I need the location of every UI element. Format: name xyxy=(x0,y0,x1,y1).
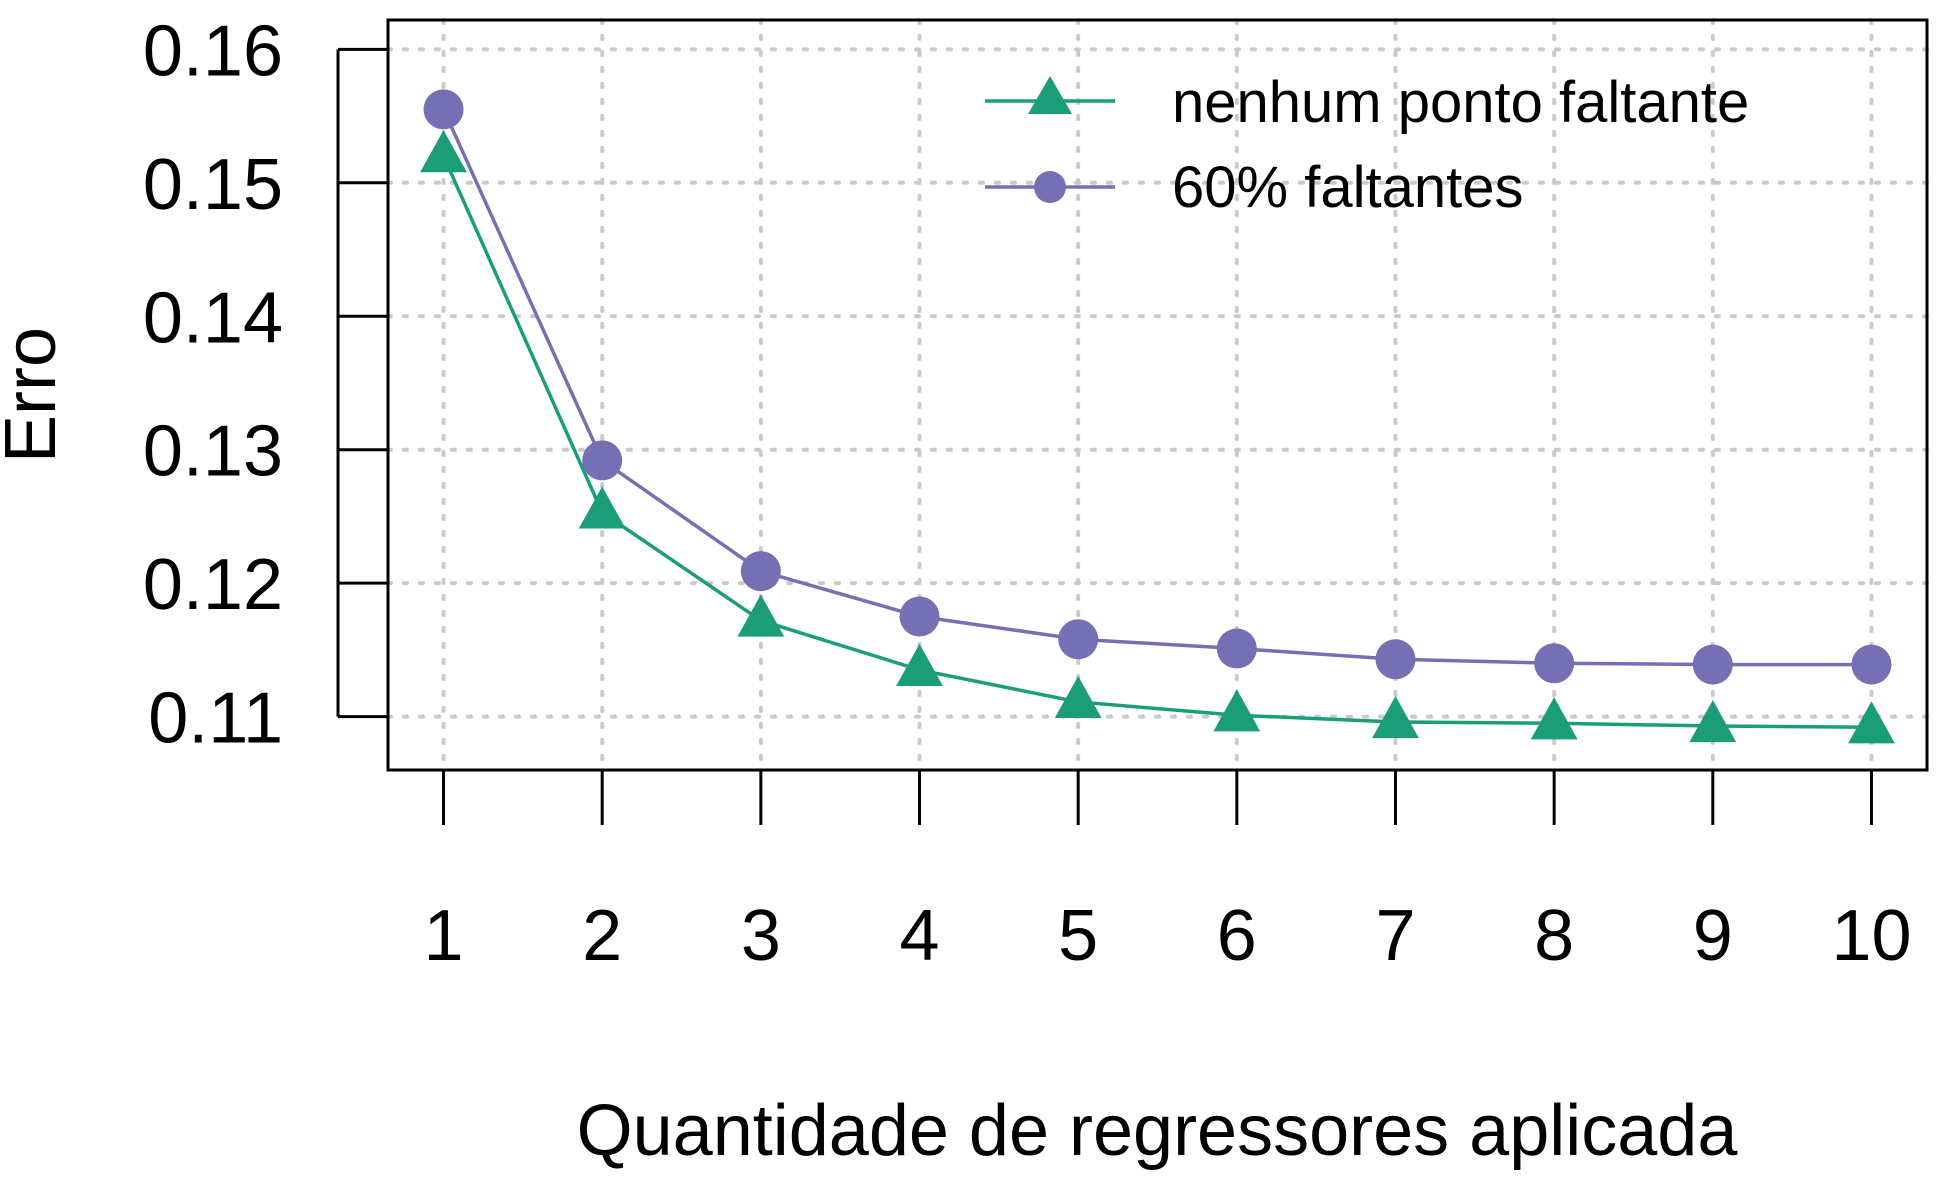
x-tick-label-2: 2 xyxy=(582,896,622,976)
y-tick-label-1: 0.11 xyxy=(148,679,283,759)
legend-label-series-2: 60% faltantes xyxy=(1172,155,1523,220)
x-tick-label-9: 9 xyxy=(1693,896,1733,976)
series-2-point-9 xyxy=(1692,644,1733,685)
series-1-point-9 xyxy=(1689,699,1737,743)
series-2-point-5 xyxy=(1058,619,1099,660)
series-1-point-2 xyxy=(578,486,626,529)
x-tick-label-4: 4 xyxy=(899,896,939,976)
plot-frame xyxy=(386,18,1929,772)
legend: nenhum ponto faltante 60% faltantes xyxy=(985,70,1749,220)
series-2-point-1 xyxy=(423,89,464,130)
x-tick-label-10: 10 xyxy=(1831,896,1911,976)
x-tick-label-7: 7 xyxy=(1375,896,1415,976)
series-1-point-3 xyxy=(737,594,785,637)
y-tick-label-5: 0.15 xyxy=(143,145,283,225)
legend-marker-circle xyxy=(1034,171,1066,203)
x-tick-label-6: 6 xyxy=(1217,896,1257,976)
legend-marker-triangle xyxy=(1028,76,1072,114)
series-2-point-2 xyxy=(582,440,623,481)
series-2-point-7 xyxy=(1375,639,1416,680)
x-tick-label-5: 5 xyxy=(1058,896,1098,976)
series-group xyxy=(420,89,1895,744)
series-1-point-6 xyxy=(1213,689,1261,732)
x-tick-label-3: 3 xyxy=(741,896,781,976)
series-1-point-10 xyxy=(1848,701,1895,744)
legend-label-series-1: nenhum ponto faltante xyxy=(1172,70,1749,135)
series-2-point-8 xyxy=(1534,643,1575,684)
y-axis-label: Erro xyxy=(0,327,71,463)
series-1-point-5 xyxy=(1054,675,1102,719)
series-1-point-1 xyxy=(420,130,467,173)
y-tick-label-6: 0.16 xyxy=(143,11,283,91)
series-2-point-6 xyxy=(1216,628,1257,669)
x-axis: 1 2 3 4 5 6 7 8 9 10 xyxy=(424,770,1912,976)
y-tick-label-3: 0.13 xyxy=(143,412,283,492)
x-tick-label-8: 8 xyxy=(1534,896,1574,976)
series-line-2 xyxy=(441,108,1872,667)
y-tick-label-2: 0.12 xyxy=(143,545,283,625)
series-1-point-8 xyxy=(1530,697,1578,740)
x-axis-label: Quantidade de regressores aplicada xyxy=(577,1091,1739,1171)
y-tick-label-4: 0.14 xyxy=(143,278,283,358)
series-2-point-3 xyxy=(740,551,781,592)
x-tick-label-1: 1 xyxy=(424,896,464,976)
series-2-point-4 xyxy=(899,596,940,637)
series-1-point-4 xyxy=(896,643,943,687)
series-line-1 xyxy=(441,155,1872,730)
series-1-point-7 xyxy=(1372,695,1419,739)
y-axis: 0.11 0.12 0.13 0.14 0.15 0.16 xyxy=(143,11,388,759)
series-2-point-10 xyxy=(1851,644,1892,685)
